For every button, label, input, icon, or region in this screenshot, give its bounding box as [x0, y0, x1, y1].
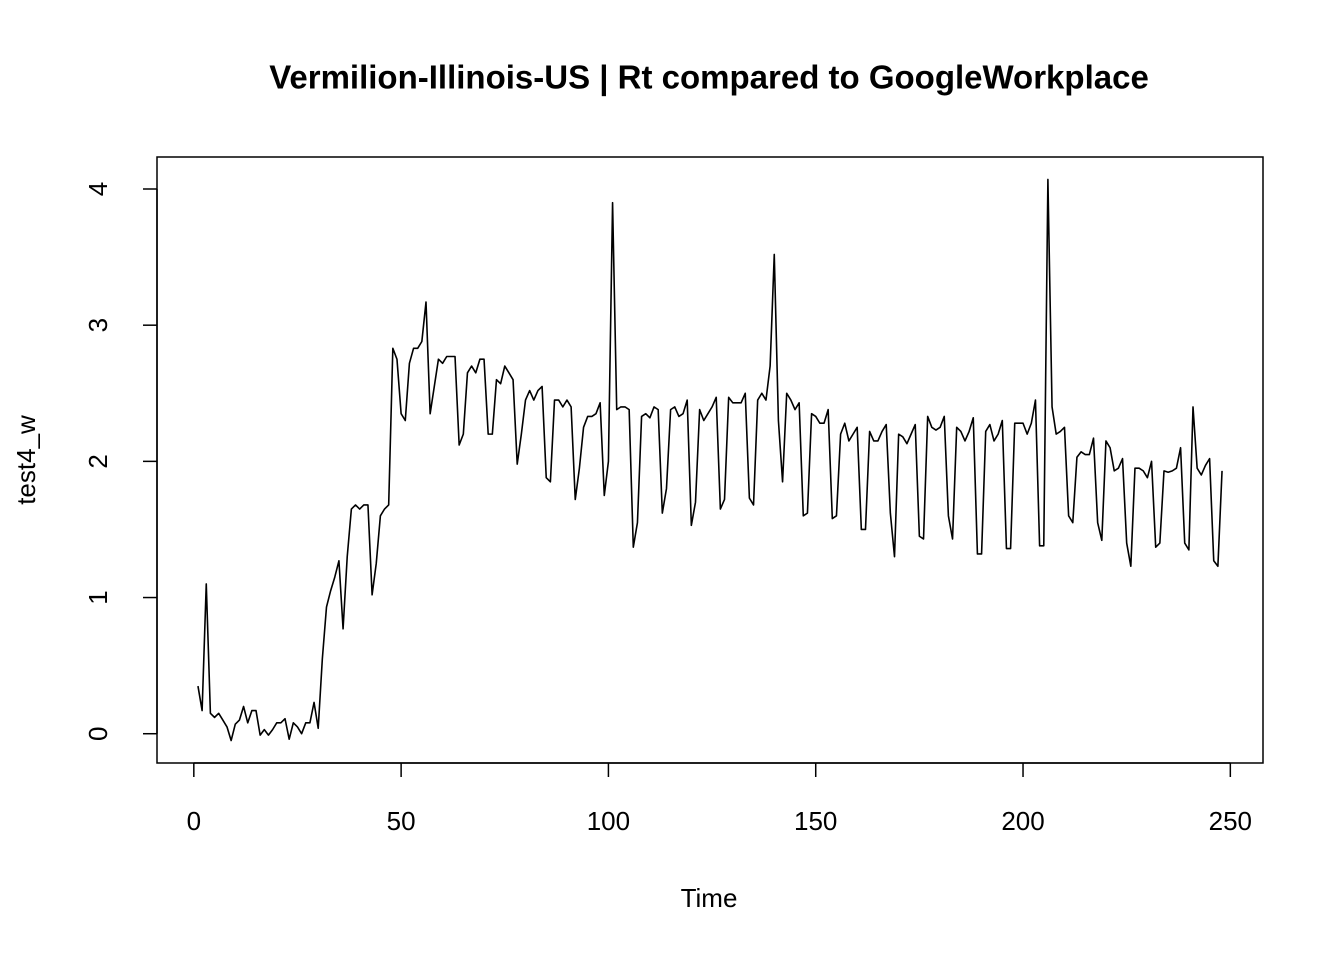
x-tick-label: 50: [387, 806, 416, 836]
x-tick-label: 100: [587, 806, 630, 836]
x-tick-label: 250: [1209, 806, 1252, 836]
y-tick-label: 3: [83, 318, 113, 332]
chart-title: Vermilion-Illinois-US | Rt compared to G…: [269, 59, 1149, 96]
y-tick-label: 0: [83, 726, 113, 740]
x-axis-label: Time: [681, 883, 738, 913]
x-tick-label: 200: [1001, 806, 1044, 836]
y-tick-label: 4: [83, 182, 113, 196]
y-tick-label: 2: [83, 454, 113, 468]
data-line: [197, 178, 1223, 742]
y-tick-label: 1: [83, 590, 113, 604]
x-tick-label: 150: [794, 806, 837, 836]
x-tick-label: 0: [187, 806, 201, 836]
y-axis-label: test4_w: [11, 415, 41, 505]
